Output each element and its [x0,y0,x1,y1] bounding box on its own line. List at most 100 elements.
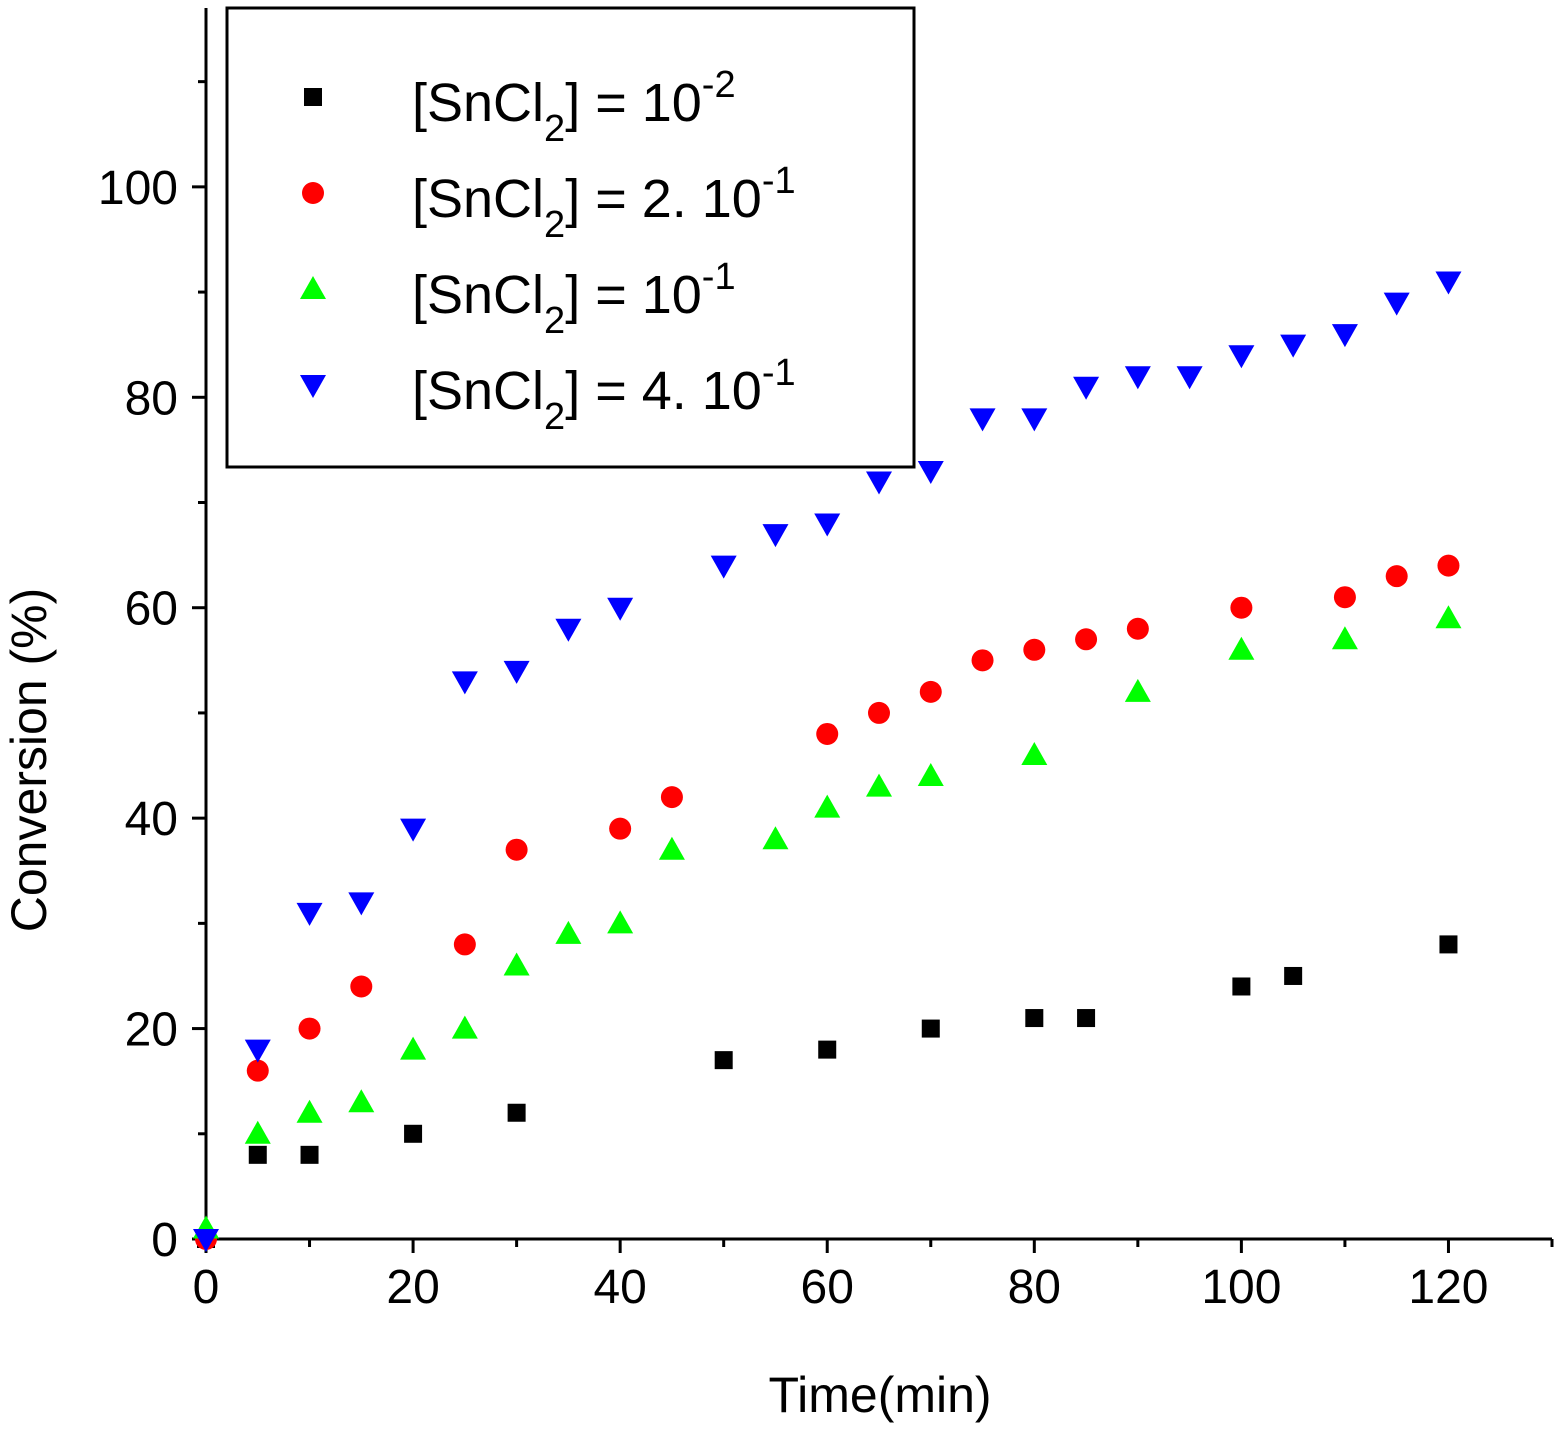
data-point [1073,376,1100,400]
data-point [1439,935,1458,954]
data-point [607,597,634,621]
x-tick-label: 120 [1408,1261,1488,1314]
data-point [1435,271,1462,295]
data-point [296,1099,323,1123]
data-point [917,460,944,484]
data-point [1025,1009,1044,1028]
data-point [300,1145,319,1164]
data-point [1075,628,1098,651]
legend: [SnCl2] = 10-2 [SnCl2] = 2. 10-1 [SnCl2] =… [225,6,916,469]
data-point [404,1124,423,1143]
data-point [1023,638,1046,661]
data-point [762,524,789,548]
x-tick-label: 100 [1201,1261,1281,1314]
y-tick-label: 0 [151,1214,178,1267]
data-point [609,817,632,840]
data-point [1435,605,1462,629]
data-point [400,818,427,842]
data-point [710,555,737,579]
data-point [658,836,685,860]
legend-marker [300,375,326,398]
y-axis-title: Conversion (%) [1,588,57,933]
data-point [917,763,944,787]
series-2 [195,554,1460,1250]
data-point [818,1040,837,1059]
data-point [1385,565,1408,588]
y-tick-label: 20 [125,1004,178,1057]
data-point [451,671,478,695]
data-point [1383,292,1410,316]
data-point [1232,977,1251,996]
legend-marker [302,182,324,204]
series-4 [193,271,1462,1252]
data-point [1437,554,1460,577]
data-point [1331,324,1358,348]
x-tick-label: 40 [593,1261,646,1314]
data-points [193,271,1462,1252]
data-point [1333,586,1356,609]
data-point [244,1120,271,1144]
x-tick-label: 20 [386,1261,439,1314]
data-point [555,920,582,944]
y-tick-label: 100 [98,162,178,215]
plot-axes: 0 20 40 60 80 100 120 0 20 40 60 80 100 [98,8,1554,1314]
data-point [814,513,841,537]
data-point [350,975,373,998]
data-point [1021,408,1048,432]
data-point [1021,742,1048,766]
data-point [762,826,789,850]
data-point [503,660,530,684]
data-point [1331,626,1358,650]
data-point [505,838,528,861]
legend-label: [SnCl2] = 10-2 [412,64,736,150]
x-tick-label: 0 [193,1261,220,1314]
data-point [400,1036,427,1060]
data-point [866,773,892,797]
data-point [248,1145,267,1164]
data-point [1124,366,1151,390]
legend-label: [SnCl2] = 2. 10-1 [412,160,796,246]
data-point [193,1229,219,1252]
y-tick-label: 60 [125,583,178,636]
series-3 [193,605,1462,1239]
data-point [714,1051,733,1070]
data-point [296,902,323,926]
data-point [969,408,996,432]
legend-box [225,6,916,469]
data-point [451,1015,478,1039]
data-point [919,680,942,703]
y-tick-label: 80 [125,372,178,425]
data-point [814,794,841,818]
data-point [1228,636,1255,660]
data-point [1230,596,1253,619]
data-point [348,1089,375,1113]
data-point [348,892,375,916]
legend-label: [SnCl2] = 10-1 [412,256,736,342]
legend-marker [300,276,326,299]
legend-label: [SnCl2] = 4. 10-1 [412,352,796,438]
data-point [1284,966,1303,985]
data-point [244,1039,271,1063]
data-point [660,786,683,809]
data-point [1228,345,1255,369]
x-tick-label: 80 [1008,1261,1061,1314]
data-point [1126,617,1149,640]
y-tick-label: 40 [125,793,178,846]
x-tick-label: 60 [801,1261,854,1314]
series-1 [197,935,1458,1248]
legend-marker [304,88,322,106]
data-point [866,471,892,495]
data-point [868,701,890,724]
data-point [453,933,476,956]
data-point [1280,334,1307,358]
data-point [1176,366,1203,390]
data-point [1077,1009,1096,1028]
data-point [298,1017,321,1040]
data-point [507,1103,526,1122]
data-point [921,1019,940,1038]
data-point [246,1059,269,1082]
data-point [971,649,994,672]
data-point [503,952,530,976]
x-axis-title: Time(min) [768,1367,991,1423]
